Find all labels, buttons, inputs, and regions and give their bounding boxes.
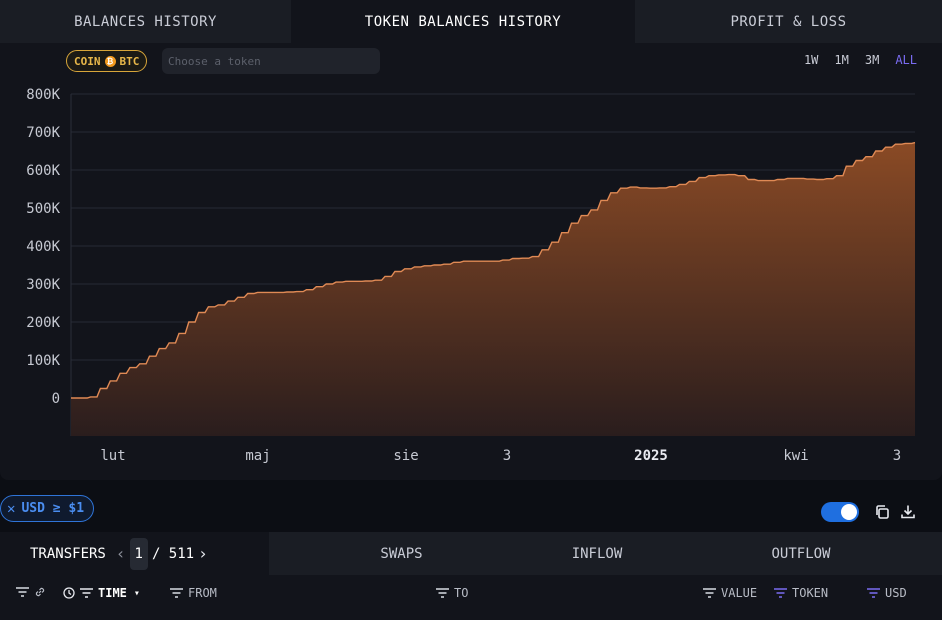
clock-icon <box>63 587 75 599</box>
filter-icon <box>703 588 716 598</box>
y-tick-label: 800K <box>26 87 60 103</box>
usd-label: USD <box>885 586 907 600</box>
balance-area <box>71 142 915 436</box>
chevron-right-icon[interactable]: › <box>198 544 208 563</box>
tab-inflow[interactable]: INFLOW <box>534 532 660 575</box>
toggle-knob <box>841 504 857 520</box>
x-tick-label: sie <box>393 448 418 464</box>
download-icon[interactable] <box>899 503 917 521</box>
filter-icon <box>80 588 93 598</box>
x-tick-label: kwi <box>783 448 808 464</box>
filter-active-icon <box>867 588 880 598</box>
y-tick-label: 500K <box>26 201 60 217</box>
filter-icon <box>16 587 29 597</box>
copy-icon[interactable] <box>873 503 891 521</box>
tab-token-balances-history[interactable]: TOKEN BALANCES HISTORY <box>291 0 635 43</box>
tab-transfers[interactable]: TRANSFERS ‹ 1 / 511 › <box>0 532 269 575</box>
pagination: ‹ 1 / 511 › <box>115 537 208 570</box>
token-search-input[interactable] <box>162 48 380 74</box>
range-1w[interactable]: 1W <box>803 53 819 67</box>
link-filter-column[interactable] <box>16 586 46 598</box>
coin-chip-symbol: BTC <box>119 54 140 68</box>
x-tick-label: 3 <box>893 448 901 464</box>
chevron-left-icon[interactable]: ‹ <box>115 544 126 563</box>
y-tick-label: 200K <box>26 315 60 331</box>
transactions-tabs: TRANSFERS ‹ 1 / 511 › SWAPS INFLOW OUTFL… <box>0 532 942 575</box>
page-total: / 511 <box>151 545 195 562</box>
balance-line <box>71 141 916 399</box>
display-toggle[interactable] <box>821 502 859 522</box>
y-tick-label: 100K <box>26 353 60 369</box>
transfers-label: TRANSFERS <box>30 545 106 562</box>
y-tick-label: 700K <box>26 125 60 141</box>
coin-chip-prefix: COIN <box>74 54 101 68</box>
page-current[interactable]: 1 <box>129 537 148 570</box>
y-tick-label: 400K <box>26 239 60 255</box>
y-tick-label: 0 <box>52 391 60 407</box>
link-icon <box>35 587 45 597</box>
usd-filter-chip[interactable]: ✕ USD ≥ $1 <box>0 495 95 522</box>
usd-column-header[interactable]: USD <box>867 586 907 600</box>
time-label: TIME <box>98 586 127 600</box>
close-icon[interactable]: ✕ <box>7 500 16 517</box>
token-balance-chart: 800K 700K 600K 500K 400K 300K 200K 100K 0 lut maj… <box>26 87 916 464</box>
tab-balances-history[interactable]: BALANCES HISTORY <box>0 0 291 43</box>
value-label: VALUE <box>721 586 758 600</box>
y-tick-label: 600K <box>26 163 60 179</box>
x-tick-label: lut <box>100 448 125 464</box>
y-tick-label: 300K <box>26 277 60 293</box>
range-all[interactable]: ALL <box>895 53 917 67</box>
token-column-header[interactable]: TOKEN <box>774 586 828 600</box>
tab-profit-loss[interactable]: PROFIT & LOSS <box>635 0 942 43</box>
coin-filter-chip[interactable]: COIN ₿ BTC <box>66 50 148 72</box>
x-tick-label: maj <box>245 448 270 464</box>
to-column-header[interactable]: TO <box>436 586 468 600</box>
time-range-selector: 1W 1M 3M ALL <box>804 53 917 67</box>
x-tick-label: 2025 <box>634 448 668 464</box>
tab-swaps[interactable]: SWAPS <box>269 532 534 575</box>
x-tick-label: 3 <box>503 448 511 464</box>
usd-filter-label: USD ≥ $1 <box>21 501 85 516</box>
tab-outflow[interactable]: OUTFLOW <box>660 532 942 575</box>
bitcoin-icon: ₿ <box>104 55 116 67</box>
filter-icon <box>436 588 449 598</box>
range-1m[interactable]: 1M <box>834 53 849 67</box>
filter-icon <box>170 588 183 598</box>
value-column-header[interactable]: VALUE <box>703 586 757 600</box>
to-label: TO <box>454 586 469 600</box>
table-header: TIME ▾ FROM TO VALUE TOKEN USD <box>0 575 942 620</box>
range-3m[interactable]: 3M <box>864 53 880 67</box>
top-tabs: BALANCES HISTORY TOKEN BALANCES HISTORY … <box>0 0 942 43</box>
sort-desc-icon: ▾ <box>133 587 140 599</box>
filter-active-icon <box>774 588 787 598</box>
from-label: FROM <box>188 586 217 600</box>
token-label: TOKEN <box>792 586 829 600</box>
time-column-header[interactable]: TIME ▾ <box>63 586 140 600</box>
from-column-header[interactable]: FROM <box>170 586 217 600</box>
